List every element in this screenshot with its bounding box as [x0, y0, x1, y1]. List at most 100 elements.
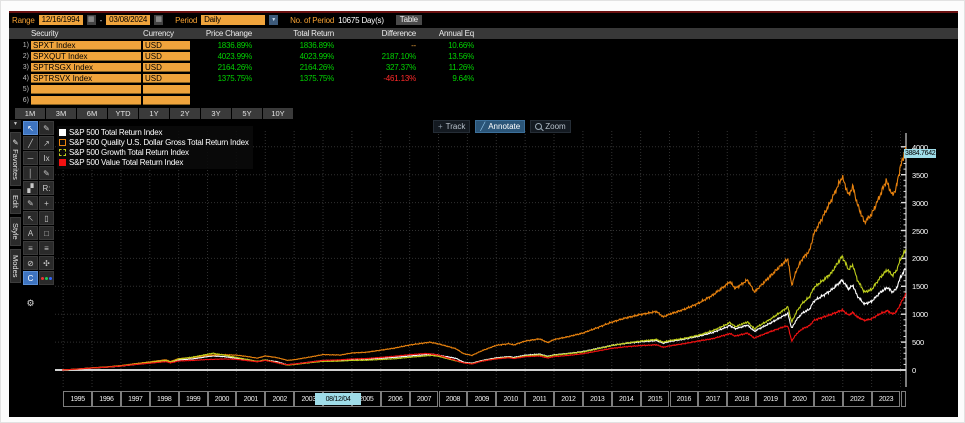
collapse-arrow-icon[interactable]: ▼ — [10, 120, 21, 129]
x-axis-year-2007: 2007 — [409, 391, 439, 407]
marker-tool-icon[interactable]: ✣ — [39, 256, 54, 270]
security-cell[interactable] — [31, 84, 141, 94]
currency-cell[interactable]: USD — [143, 73, 190, 83]
gear-icon[interactable]: ⚙ — [26, 297, 35, 308]
chart-c-tool-icon[interactable]: C — [23, 271, 38, 285]
table-row: 3) SPTRSGX Index USD 2164.26% 2164.26% 327.37… — [17, 62, 477, 72]
period-tab-6m[interactable]: 6M — [77, 108, 107, 119]
period-tab-1y[interactable]: 1Y — [139, 108, 169, 119]
trash-icon[interactable]: ▯ — [39, 211, 54, 225]
period-tab-5y[interactable]: 5Y — [232, 108, 262, 119]
x-axis-year-2011: 2011 — [525, 391, 554, 407]
range-end-input[interactable]: 03/08/2024 — [106, 15, 151, 25]
x-axis-year-1997: 1997 — [120, 391, 150, 407]
x-axis-year-2019: 2019 — [756, 391, 785, 407]
price-chart[interactable] — [55, 127, 908, 391]
x-axis-year-2022: 2022 — [842, 391, 872, 407]
annotation-tool-palette: ↖ ✎ ╱ ↗ ─ Ix │ ✎ ▞ R: ✎ + ↖ ▯ A □ ≡ ≡ ⊘ ✣ C — [23, 121, 56, 285]
sidebar-tab-style[interactable]: Style — [10, 216, 21, 246]
legend-item: S&P 500 Value Total Return Index — [59, 157, 249, 167]
sidebar-tab-favorites[interactable]: ✎ Favorites — [10, 132, 21, 186]
column-header: Annual Eq — [438, 29, 474, 38]
period-tab-ytd[interactable]: YTD — [108, 108, 138, 119]
currency-cell[interactable]: USD — [143, 62, 190, 72]
x-axis-year-2013: 2013 — [582, 391, 612, 407]
currency-cell[interactable] — [143, 84, 190, 94]
x-axis-year-2018: 2018 — [727, 391, 757, 407]
table-button[interactable]: Table — [395, 15, 422, 25]
currency-cell[interactable]: USD — [143, 40, 190, 50]
calendar-icon[interactable]: ▦ — [154, 15, 164, 25]
difference-value: -- — [411, 40, 416, 50]
regression-tool-icon[interactable]: R: — [39, 181, 54, 195]
column-header: Total Return — [293, 29, 334, 38]
eraser-tool-icon[interactable]: ⊘ — [23, 256, 38, 270]
y-axis-tick-label: 4000 — [912, 142, 928, 152]
legend-label: S&P 500 Quality U.S. Dollar Gross Total … — [69, 137, 249, 147]
freehand-tool-icon[interactable]: ✎ — [23, 196, 38, 210]
channel-tool-icon[interactable]: ▞ — [23, 181, 38, 195]
series-sptrsvx — [62, 292, 907, 371]
num-period-value: 10675 Day(s) — [338, 15, 384, 25]
color-palette-icon[interactable] — [39, 271, 54, 285]
y-axis-tick-label: 3500 — [912, 170, 928, 180]
period-tab-3y[interactable]: 3Y — [201, 108, 231, 119]
y-axis-tick-label: 500 — [912, 338, 924, 348]
y-axis-tick-label: 3000 — [912, 198, 928, 208]
security-cell[interactable]: SPTRSGX Index — [31, 62, 141, 72]
x-axis-year-2015: 2015 — [640, 391, 670, 407]
column-header: Price Change — [205, 29, 252, 38]
row-number: 2) — [22, 52, 29, 60]
calendar-icon[interactable]: ▦ — [86, 15, 96, 25]
x-axis-year-1999: 1999 — [178, 391, 208, 407]
color-dot — [49, 276, 52, 280]
currency-cell[interactable] — [143, 95, 190, 105]
security-cell[interactable]: SPXT Index — [31, 40, 141, 50]
segments-tool-icon[interactable]: ≡ — [39, 241, 54, 255]
chevron-down-icon[interactable]: ▼ — [269, 15, 279, 25]
x-axis-year-2017: 2017 — [698, 391, 728, 407]
y-axis-tick-label: 2000 — [912, 254, 928, 264]
zoom-button[interactable]: Zoom — [530, 120, 571, 133]
text-size-tool-icon[interactable]: Ix — [39, 151, 54, 165]
period-tab-3m[interactable]: 3M — [46, 108, 76, 119]
select-tool-icon[interactable]: ↖ — [23, 211, 38, 225]
period-label: Period — [175, 15, 198, 25]
x-axis-year-2012: 2012 — [554, 391, 583, 407]
track-button[interactable]: + Track — [433, 120, 471, 133]
rectangle-tool-icon[interactable]: □ — [39, 226, 54, 240]
draw-tool-icon[interactable]: ✎ — [39, 166, 54, 180]
sidebar-tab-modes[interactable]: Modes — [10, 248, 21, 284]
range-start-input[interactable]: 12/16/1994 — [38, 15, 83, 25]
annotate-button[interactable]: ╱ Annotate — [475, 120, 526, 133]
period-tab-1m[interactable]: 1M — [15, 108, 45, 119]
security-cell[interactable] — [31, 95, 141, 105]
legend-swatch — [59, 158, 66, 166]
period-select[interactable]: Daily — [201, 15, 266, 25]
zoom-label: Zoom — [545, 122, 566, 131]
x-axis-year-2016: 2016 — [669, 391, 699, 407]
currency-cell[interactable]: USD — [143, 51, 190, 61]
security-cell[interactable]: SPTRSVX Index — [31, 73, 141, 83]
period-tab-2y[interactable]: 2Y — [170, 108, 200, 119]
x-axis-year-2001: 2001 — [236, 391, 266, 407]
trendline-tool-icon[interactable]: ╱ — [23, 136, 38, 150]
chart-legend: S&P 500 Total Return Index S&P 500 Qualit… — [57, 126, 253, 169]
move-tool-icon[interactable]: + — [39, 196, 54, 210]
horizontal-line-tool-icon[interactable]: ─ — [23, 151, 38, 165]
total-return-value: 4023.99% — [299, 51, 335, 61]
sidebar-tab-edit[interactable]: Edit — [10, 188, 21, 214]
x-axis-year-2020: 2020 — [785, 391, 814, 407]
period-tab-10y[interactable]: 10Y — [263, 108, 293, 119]
x-axis-year-2000: 2000 — [207, 391, 237, 407]
text-tool-icon[interactable]: A — [23, 226, 38, 240]
pencil-tool-icon[interactable]: ✎ — [39, 121, 54, 135]
color-dot — [45, 276, 48, 280]
security-cell[interactable]: SPXQUT Index — [31, 51, 141, 61]
cursor-tool-icon[interactable]: ↖ — [23, 121, 38, 135]
legend-item: S&P 500 Total Return Index — [59, 127, 249, 137]
vertical-line-tool-icon[interactable]: │ — [23, 166, 38, 180]
layers-tool-icon[interactable]: ≡ — [23, 241, 38, 255]
arrow-line-tool-icon[interactable]: ↗ — [39, 136, 54, 150]
x-axis-year-1996: 1996 — [92, 391, 121, 407]
